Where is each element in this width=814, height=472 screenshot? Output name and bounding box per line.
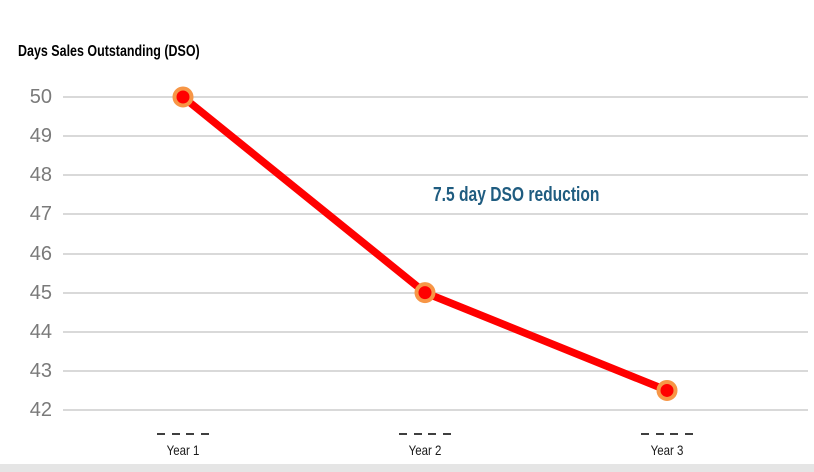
gridline: [63, 330, 808, 333]
gridline: [63, 96, 808, 98]
gridline: [63, 135, 808, 138]
tick-dash: [186, 432, 195, 435]
tick-dash: [399, 432, 407, 435]
y-axis-tick-label: 50: [29, 86, 52, 108]
x-axis-category-text: Year 2: [408, 442, 442, 458]
category-tick-dashes: [399, 432, 451, 435]
series-line: [179, 93, 671, 395]
y-axis-tick-label: 43: [29, 359, 52, 382]
tick-dash: [442, 432, 451, 435]
footer-bar: [0, 464, 814, 472]
tick-dash: [684, 432, 693, 435]
y-axis-tick-label: 49: [29, 125, 52, 148]
dso-reduction-annotation: 7.5 day DSO reduction: [433, 184, 646, 207]
tick-dash: [655, 432, 664, 435]
y-axis-tick-label: 44: [29, 320, 52, 343]
gridline: [63, 409, 808, 411]
x-axis-category-text: Year 1: [166, 442, 200, 458]
tick-dash: [641, 432, 649, 435]
category-tick-dashes: [641, 432, 693, 435]
chart-title: Days Sales Outstanding (DSO): [18, 43, 251, 61]
data-point-marker: [656, 379, 678, 401]
tick-dash: [157, 432, 165, 435]
chart-title-text: Days Sales Outstanding (DSO): [18, 43, 200, 60]
y-axis-tick-label: 42: [29, 399, 52, 421]
tick-dash: [171, 432, 180, 435]
gridline: [63, 174, 808, 177]
gridline: [63, 252, 808, 255]
x-axis-category-text: Year 3: [650, 442, 684, 458]
gridline: [63, 369, 808, 372]
y-axis-tick-label: 46: [29, 242, 52, 265]
x-axis-category-label: Year 2: [355, 442, 495, 458]
x-axis-category-label: Year 1: [113, 442, 253, 458]
y-axis-tick-label: 45: [29, 281, 52, 304]
gridline: [63, 291, 808, 294]
x-axis-category-label: Year 3: [597, 442, 737, 458]
tick-dash: [200, 432, 209, 435]
tick-dash: [413, 432, 422, 435]
y-axis-tick-label: 47: [29, 203, 52, 226]
tick-dash: [670, 432, 679, 435]
annotation-text: 7.5 day DSO reduction: [433, 184, 600, 206]
y-axis-tick-label: 48: [29, 164, 52, 187]
category-tick-dashes: [157, 432, 209, 435]
gridline: [63, 213, 808, 216]
tick-dash: [428, 432, 437, 435]
